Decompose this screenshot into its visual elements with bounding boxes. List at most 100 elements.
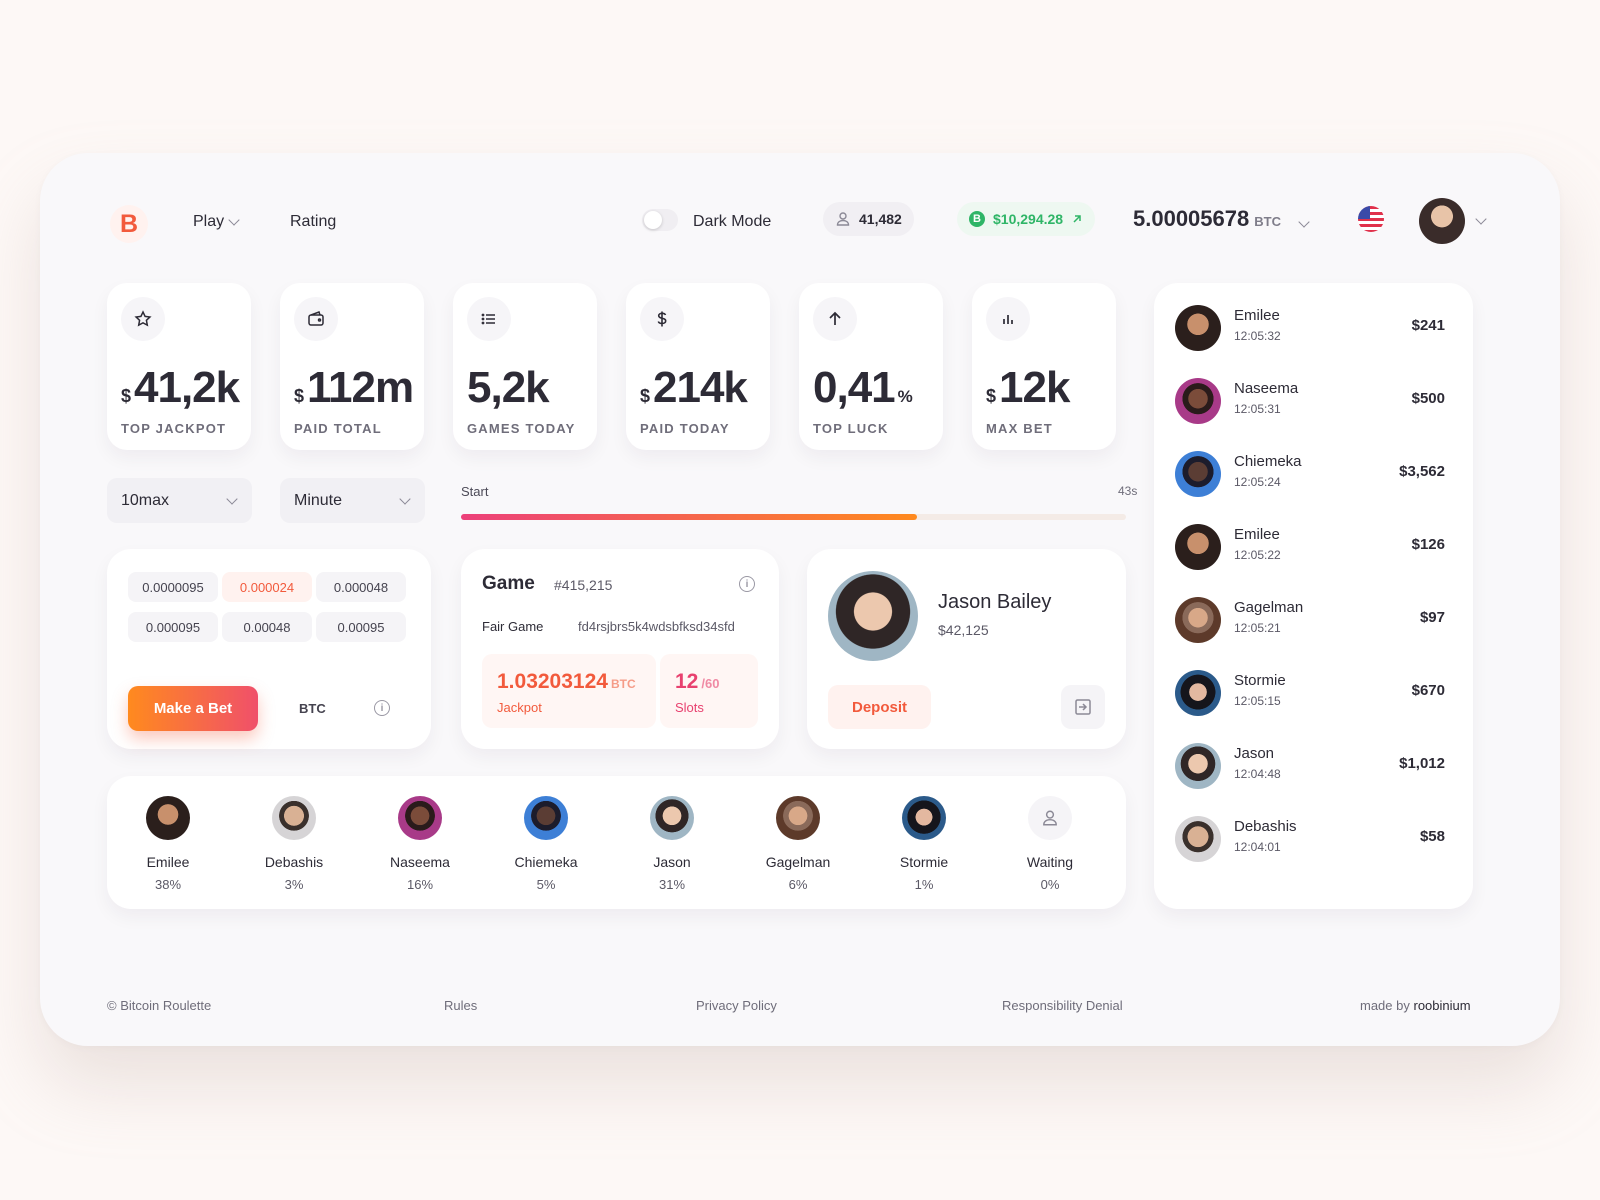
list-item[interactable]: Naseema 12:05:31 $500 bbox=[1175, 376, 1445, 426]
arrow-up-right-icon bbox=[1073, 215, 1081, 223]
toggle-knob bbox=[644, 211, 662, 229]
bet-chip[interactable]: 0.000048 bbox=[316, 572, 406, 602]
chevron-down-icon bbox=[399, 492, 411, 505]
slots-label: Slots bbox=[675, 700, 704, 715]
waiting-avatar bbox=[1028, 796, 1072, 840]
stat-top-jackpot: $41,2k TOP JACKPOT bbox=[107, 283, 251, 450]
profile-chevron-down-icon[interactable] bbox=[1475, 213, 1487, 225]
jackpot-unit: BTC bbox=[610, 677, 636, 691]
player-percent: 31% bbox=[658, 877, 686, 892]
footer-rules-link[interactable]: Rules bbox=[444, 998, 478, 1013]
recent-bets-list: Emilee 12:05:32 $241 Naseema 12:05:31 $5… bbox=[1154, 283, 1473, 909]
star-icon bbox=[121, 297, 165, 341]
avatar bbox=[272, 796, 316, 840]
bettor-name: Chiemeka bbox=[1234, 453, 1302, 470]
player-percent: 1% bbox=[914, 877, 934, 892]
player-item[interactable]: Jason 31% bbox=[622, 796, 722, 892]
player-name: Debashis bbox=[264, 854, 324, 870]
info-icon[interactable]: i bbox=[374, 700, 390, 716]
avatar bbox=[524, 796, 568, 840]
avatar bbox=[1175, 597, 1221, 643]
avatar bbox=[146, 796, 190, 840]
stat-prefix: $ bbox=[121, 386, 132, 406]
list-item[interactable]: Gagelman 12:05:21 $97 bbox=[1175, 595, 1445, 645]
player-item-waiting[interactable]: Waiting 0% bbox=[1000, 796, 1100, 892]
chevron-down-icon bbox=[1298, 216, 1310, 228]
stat-games-today: 5,2k GAMES TODAY bbox=[453, 283, 597, 450]
slots-total: /60 bbox=[701, 676, 720, 691]
avatar bbox=[1175, 378, 1221, 424]
avatar bbox=[1175, 816, 1221, 862]
bet-chip[interactable]: 0.00048 bbox=[222, 612, 312, 642]
nav-play[interactable]: Play bbox=[193, 213, 240, 231]
list-item[interactable]: Stormie 12:05:15 $670 bbox=[1175, 668, 1445, 718]
game-id: #415,215 bbox=[554, 577, 613, 593]
wallet-icon bbox=[294, 297, 338, 341]
dark-mode-toggle[interactable] bbox=[642, 209, 678, 231]
bar-chart-icon bbox=[986, 297, 1030, 341]
bettor-name: Stormie bbox=[1234, 672, 1286, 689]
nav-rating-label: Rating bbox=[290, 213, 337, 230]
player-item[interactable]: Stormie 1% bbox=[874, 796, 974, 892]
nav-play-label: Play bbox=[193, 213, 225, 230]
logout-button[interactable] bbox=[1061, 685, 1105, 729]
player-percent: 5% bbox=[536, 877, 556, 892]
slots-box: 12/60 Slots bbox=[660, 654, 758, 728]
footer-privacy-link[interactable]: Privacy Policy bbox=[696, 998, 777, 1013]
bitcoin-icon: B bbox=[969, 211, 985, 227]
list-item[interactable]: Debashis 12:04:01 $58 bbox=[1175, 814, 1445, 864]
info-icon[interactable]: i bbox=[739, 576, 755, 592]
chevron-down-icon bbox=[226, 492, 238, 505]
list-item[interactable]: Emilee 12:05:32 $241 bbox=[1175, 303, 1445, 353]
list-item[interactable]: Chiemeka 12:05:24 $3,562 bbox=[1175, 449, 1445, 499]
dark-mode-label: Dark Mode bbox=[693, 213, 772, 230]
footer-responsibility-link[interactable]: Responsibility Denial bbox=[1002, 998, 1123, 1013]
nav-rating[interactable]: Rating bbox=[290, 213, 336, 231]
player-item[interactable]: Debashis 3% bbox=[244, 796, 344, 892]
select-value: Minute bbox=[294, 491, 343, 509]
player-item[interactable]: Chiemeka 5% bbox=[496, 796, 596, 892]
list-item[interactable]: Jason 12:04:48 $1,012 bbox=[1175, 741, 1445, 791]
make-bet-button[interactable]: Make a Bet bbox=[128, 686, 258, 731]
footer-made-by[interactable]: made by roobinium bbox=[1360, 998, 1471, 1013]
bet-amount: $126 bbox=[1411, 536, 1445, 553]
bet-time: 12:05:32 bbox=[1234, 329, 1281, 343]
jackpot-label: Jackpot bbox=[497, 700, 542, 715]
duration-select[interactable]: Minute bbox=[280, 478, 425, 523]
fair-game-label: Fair Game bbox=[482, 619, 544, 634]
bet-currency[interactable]: BTC bbox=[299, 701, 326, 716]
players-strip: Emilee 38% Debashis 3% Naseema 16% Chiem… bbox=[107, 776, 1126, 909]
avatar bbox=[398, 796, 442, 840]
us-flag-icon[interactable] bbox=[1358, 206, 1384, 232]
players-select[interactable]: 10max bbox=[107, 478, 252, 523]
profile-avatar[interactable] bbox=[1419, 198, 1465, 244]
bet-amount: $1,012 bbox=[1399, 755, 1445, 772]
bet-chip[interactable]: 0.0000095 bbox=[128, 572, 218, 602]
deposit-button[interactable]: Deposit bbox=[828, 685, 931, 729]
wallet-balance[interactable]: 5.00005678 BTC bbox=[1133, 206, 1310, 232]
round-progress-bar bbox=[461, 514, 1126, 520]
stat-value: 214k bbox=[653, 363, 748, 412]
user-amount: $42,125 bbox=[938, 622, 989, 638]
fair-game-hash[interactable]: fd4rsjbrs5k4wdsbfksd34sfd bbox=[578, 619, 735, 634]
logo[interactable]: B bbox=[110, 205, 148, 243]
bet-chip[interactable]: 0.000095 bbox=[128, 612, 218, 642]
slots-value: 12 bbox=[675, 670, 699, 693]
list-item[interactable]: Emilee 12:05:22 $126 bbox=[1175, 522, 1445, 572]
player-item[interactable]: Naseema 16% bbox=[370, 796, 470, 892]
bet-chip-selected[interactable]: 0.000024 bbox=[222, 572, 312, 602]
stat-label: MAX BET bbox=[986, 421, 1053, 436]
list-icon bbox=[467, 297, 511, 341]
bet-chip[interactable]: 0.00095 bbox=[316, 612, 406, 642]
player-item[interactable]: Gagelman 6% bbox=[748, 796, 848, 892]
avatar bbox=[902, 796, 946, 840]
stat-prefix: $ bbox=[640, 386, 651, 406]
btc-price-badge[interactable]: B $10,294.28 bbox=[957, 202, 1096, 236]
player-name: Gagelman bbox=[765, 854, 831, 870]
arrow-up-icon bbox=[813, 297, 857, 341]
bettor-name: Naseema bbox=[1234, 380, 1299, 397]
player-item[interactable]: Emilee 38% bbox=[118, 796, 218, 892]
stat-suffix: % bbox=[897, 387, 913, 406]
player-name: Stormie bbox=[899, 854, 949, 870]
bet-time: 12:05:24 bbox=[1234, 475, 1281, 489]
